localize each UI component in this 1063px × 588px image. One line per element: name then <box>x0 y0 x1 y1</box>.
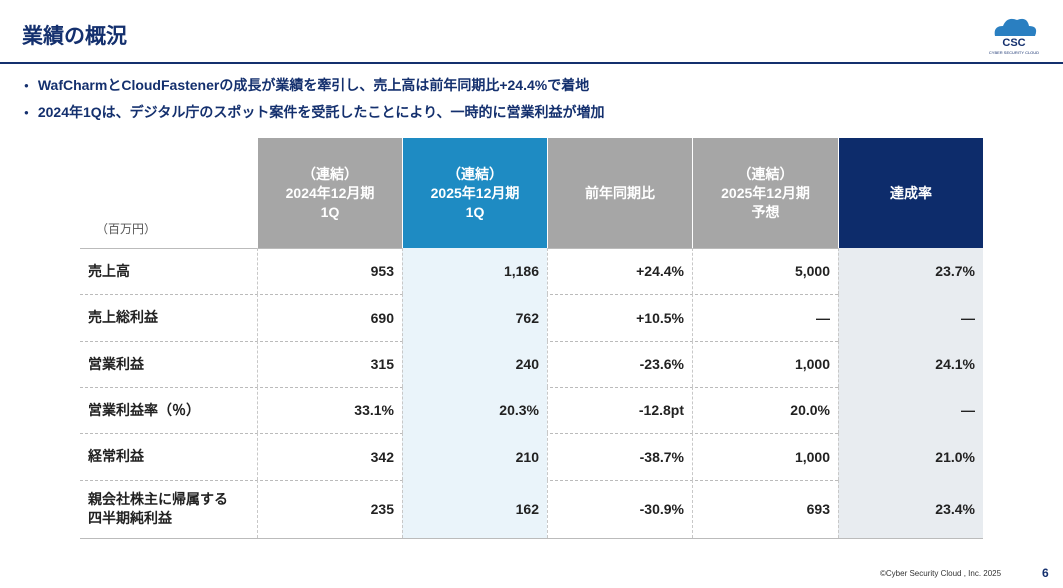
title-rule <box>0 62 1063 64</box>
table-cell: 953 <box>257 248 402 294</box>
bullet: 2024年1Qは、デジタル庁のスポット案件を受託したことにより、一時的に営業利益… <box>24 102 605 122</box>
slide-title: 業績の概況 <box>22 25 127 48</box>
row-label-text: 営業利益率（％） <box>88 401 200 418</box>
header-text: 2024年12月期 <box>285 184 375 201</box>
table-cell: 1,000 <box>692 433 838 480</box>
header-cell: （連結） 2025年12月期 予想 <box>692 138 838 248</box>
header-text: 予想 <box>751 203 780 220</box>
table-cell: 235 <box>257 480 402 538</box>
row-label-text: 親会社株主に帰属する <box>88 491 228 507</box>
header-cell: 達成率 <box>838 138 983 248</box>
table-cell: 690 <box>257 294 402 341</box>
row-label-text: 経常利益 <box>88 448 144 464</box>
row-label: 売上総利益 <box>80 294 257 341</box>
table-cell: -12.8pt <box>547 387 692 433</box>
logo-icon: CSC CYBER SECURITY CLOUD <box>989 18 1039 55</box>
row-label-text: 売上総利益 <box>88 309 158 325</box>
table-cell: 21.0% <box>838 433 983 480</box>
table-cell: 20.3% <box>402 387 547 433</box>
table-cell: 1,000 <box>692 341 838 387</box>
header-text: 1Q <box>465 203 485 220</box>
table-cell: — <box>838 294 983 341</box>
header-text: 1Q <box>320 203 340 220</box>
copyright: ©Cyber Security Cloud , Inc. 2025 <box>880 569 1002 578</box>
page-number: 6 <box>1042 566 1049 580</box>
unit-label: （百万円） <box>96 222 157 236</box>
row-label-text: 四半期純利益 <box>88 510 172 526</box>
logo-mark: CSC <box>1002 37 1025 49</box>
table: （百万円） （連結） 2024年12月期 1Q （連結） 2025年12月期 1Q 前年同期比… <box>80 138 983 539</box>
logo-cloud <box>994 18 1037 36</box>
table-cell: -30.9% <box>547 480 692 538</box>
header-text: 2025年12月期 <box>721 184 810 201</box>
row-label: 営業利益 <box>80 341 257 387</box>
table-cell: 762 <box>402 294 547 341</box>
row-label: 営業利益率（％） <box>80 387 257 433</box>
table-cell: 20.0% <box>692 387 838 433</box>
table-cell: 23.4% <box>838 480 983 538</box>
row-label-text: 営業利益 <box>88 355 144 372</box>
table-cell: 315 <box>257 341 402 387</box>
table-cell: 33.1% <box>257 387 402 433</box>
header-cell: （連結） 2025年12月期 1Q <box>402 138 547 248</box>
table-cell: 162 <box>402 480 547 538</box>
table-cell: 24.1% <box>838 341 983 387</box>
table-cell: — <box>692 294 838 341</box>
table-cell: 693 <box>692 480 838 538</box>
header-text: （連結） <box>302 165 358 182</box>
logo-name: CYBER SECURITY CLOUD <box>989 50 1039 55</box>
table-cell: — <box>838 387 983 433</box>
row-label: 経常利益 <box>80 433 257 480</box>
bullet: WafCharmとCloudFastenerの成長が業績を牽引し、売上高は前年同… <box>24 75 589 95</box>
table-cell: +24.4% <box>547 248 692 294</box>
header-text: （連結） <box>447 165 503 182</box>
table-cell: -23.6% <box>547 341 692 387</box>
table-cell: 210 <box>402 433 547 480</box>
row-label: 売上高 <box>80 248 257 294</box>
table-cell: 5,000 <box>692 248 838 294</box>
table-cell: 240 <box>402 341 547 387</box>
table-cell: 1,186 <box>402 248 547 294</box>
header-text: 達成率 <box>890 184 932 201</box>
table-cell: 23.7% <box>838 248 983 294</box>
row-label-text: 売上高 <box>88 262 130 279</box>
row-separator <box>80 538 983 539</box>
row-label: 親会社株主に帰属する 四半期純利益 <box>80 480 257 538</box>
table-cell: 342 <box>257 433 402 480</box>
header-cell: 前年同期比 <box>547 138 692 248</box>
header-text: 2025年12月期 <box>430 184 520 201</box>
logo: CSC CYBER SECURITY CLOUD <box>985 14 1043 56</box>
table-cell: +10.5% <box>547 294 692 341</box>
table-cell: -38.7% <box>547 433 692 480</box>
header-text: 前年同期比 <box>585 184 655 201</box>
header-cell: （連結） 2024年12月期 1Q <box>257 138 402 248</box>
header-text: （連結） <box>737 165 794 182</box>
